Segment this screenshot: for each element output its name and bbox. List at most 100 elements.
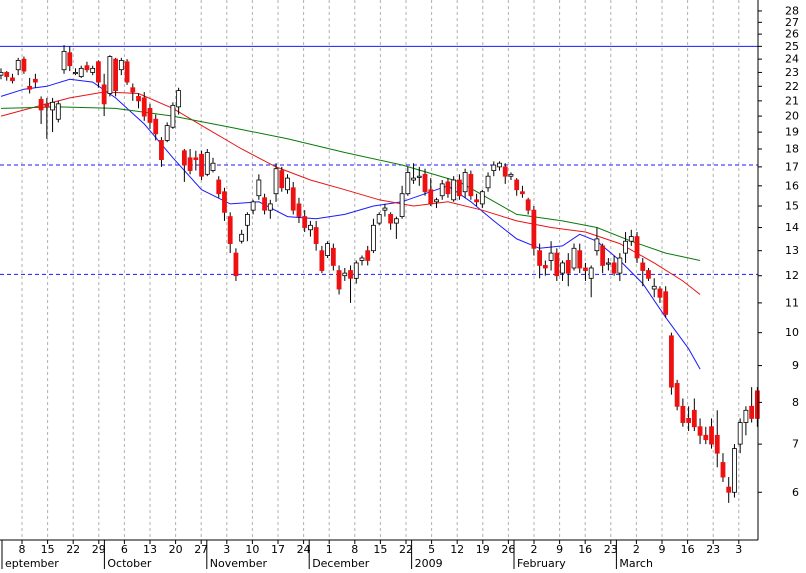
candle [164, 122, 170, 143]
candle [302, 210, 308, 233]
candle [542, 260, 548, 276]
x-tick-label: 15 [41, 543, 55, 556]
x-tick-label: 29 [92, 543, 106, 556]
candle-body [714, 434, 720, 454]
candle [193, 150, 199, 171]
candle [554, 248, 560, 281]
x-tick-label: 16 [578, 543, 592, 556]
candle [353, 260, 359, 284]
candle [216, 176, 222, 198]
y-axis: 6 7 8 9 10 11 12 13 14 15 16 17 18 19 20 21222324252627… [758, 4, 799, 499]
candle-body [101, 84, 107, 105]
candle-body [107, 56, 113, 94]
candle [686, 406, 691, 431]
y-tick-label: 9 [792, 359, 799, 372]
candle [153, 114, 159, 141]
candle [605, 257, 611, 271]
candle [657, 286, 663, 303]
candle [411, 163, 416, 184]
candle [4, 71, 10, 81]
candle-body [216, 179, 222, 195]
x-tick-label: 27 [194, 543, 208, 556]
candle-body [594, 238, 600, 252]
x-tick-label: 3 [735, 543, 742, 556]
candle-body [10, 77, 15, 82]
candle-body [726, 486, 732, 493]
candle [428, 178, 434, 206]
y-tick-label: 6 [792, 486, 799, 499]
candle [520, 185, 525, 198]
candle-body [0, 72, 4, 76]
candle-body [485, 175, 491, 189]
candle [55, 100, 61, 123]
candle [468, 170, 474, 200]
candle [571, 243, 577, 271]
candle-body [319, 250, 325, 271]
candle [336, 265, 342, 295]
candle [113, 57, 118, 97]
candle [651, 278, 657, 298]
moving-average-line [0, 91, 701, 295]
candle [78, 65, 84, 78]
candle-body [611, 262, 617, 274]
candle-body [674, 383, 680, 407]
x-tick-label: 16 [681, 543, 695, 556]
candle [393, 216, 399, 239]
candle [67, 46, 73, 72]
candle [136, 93, 141, 109]
month-label: November [210, 557, 268, 569]
x-tick-label: 20 [169, 543, 183, 556]
candle [491, 161, 497, 177]
candle [456, 174, 462, 200]
candle [73, 68, 78, 76]
x-axis: 8 15 22 29 6 13 20 27 3 10 17 24 1 8 15 22 5 12 19 26 2 9 16 23… [1, 540, 742, 570]
candle [285, 174, 290, 194]
y-tick-label: 14 [785, 221, 799, 234]
candle-body [709, 426, 714, 445]
candle-body [502, 166, 508, 177]
candle [422, 168, 428, 196]
candle [600, 243, 606, 274]
candle [669, 332, 674, 395]
plot-frame [0, 0, 759, 541]
x-tick-label: 2 [531, 543, 538, 556]
candle-body [605, 262, 611, 265]
candle [244, 212, 250, 242]
candle [27, 77, 33, 94]
candle-body [27, 85, 33, 90]
candle-body [256, 179, 262, 197]
month-label: eptember [5, 557, 59, 569]
candle-body [508, 173, 514, 177]
candle-body [583, 267, 588, 271]
candle-body [313, 227, 319, 244]
y-tick-label: 12 [785, 269, 799, 282]
candle [382, 203, 388, 217]
candle-body [113, 58, 118, 92]
x-tick-label: 2 [633, 543, 640, 556]
y-tick-label: 15 [785, 199, 799, 212]
candle-body [663, 291, 669, 315]
candle [227, 212, 233, 254]
candle-body [732, 448, 737, 493]
candle [531, 205, 537, 256]
candle-body [44, 103, 50, 108]
x-tick-label: 12 [450, 543, 464, 556]
x-tick-label: 8 [19, 543, 26, 556]
candle-body [491, 164, 497, 171]
y-tick-label: 16 [785, 179, 799, 192]
y-tick-label: 23 [785, 66, 799, 79]
candle [0, 68, 4, 80]
candle-body [124, 61, 130, 83]
candle-body [193, 157, 199, 161]
candle-body [720, 462, 726, 478]
candle-body [462, 172, 468, 193]
candle-body [181, 150, 187, 166]
candle-body [525, 199, 531, 211]
x-tick-label: 5 [428, 543, 435, 556]
candle-body [554, 252, 560, 277]
candle-body [290, 187, 296, 211]
candle [388, 212, 394, 230]
month-label: March [619, 557, 653, 569]
candle-body [348, 270, 353, 279]
